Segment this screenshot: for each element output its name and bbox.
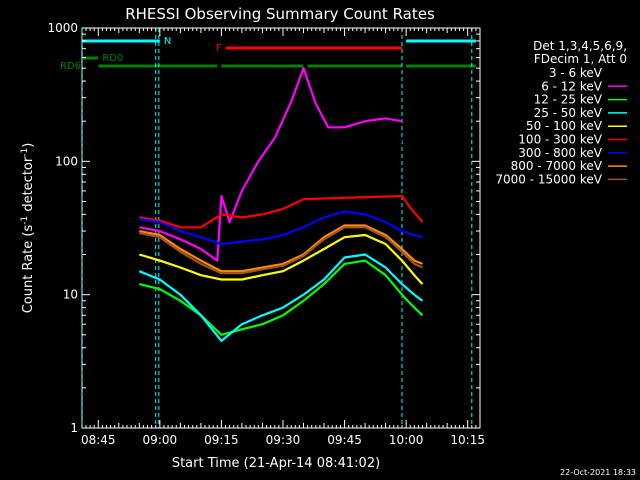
- series-line-100-300-kev: [139, 194, 424, 229]
- flag-label-rd0: RD0: [102, 53, 123, 64]
- time-markers: [81, 28, 473, 428]
- x-axis: 08:45 09:00 09:15 09:30 09:45 10:00 10:15: [81, 28, 485, 447]
- x-tick-label: 09:45: [327, 433, 362, 447]
- series-line-25-50-kev: [138, 253, 424, 342]
- x-tick-label: 09:15: [204, 433, 239, 447]
- legend: Det 1,3,4,5,6,9, FDecim 1, Att 0 3 - 6 k…: [495, 39, 627, 186]
- x-tick-label: 10:00: [389, 433, 424, 447]
- y-tick-label: 1000: [47, 21, 78, 35]
- y-axis: 1 10 100 1000: [47, 21, 480, 435]
- series-line-800-7000-kev: [139, 224, 423, 273]
- y-tick-label: 1: [70, 421, 78, 435]
- x-tick-label: 09:30: [266, 433, 301, 447]
- y-tick-label: 10: [63, 288, 78, 302]
- legend-entry-label: 25 - 50 keV: [534, 106, 603, 120]
- x-axis-label: Start Time (21-Apr-14 08:41:02): [172, 456, 380, 471]
- series-line-6-12-kev: [139, 66, 403, 262]
- series-line-7000-15000-kev: [139, 226, 423, 275]
- flag-label-rd6: RD6: [60, 61, 81, 72]
- legend-entry-label: 50 - 100 keV: [526, 119, 603, 133]
- legend-entry-label: 12 - 25 keV: [534, 93, 603, 107]
- series-line-12-25-kev: [139, 259, 424, 336]
- legend-header-line-2: FDecim 1, Att 0: [534, 52, 627, 66]
- legend-header-line-1: Det 1,3,4,5,6,9,: [533, 39, 627, 53]
- legend-entry-label: 800 - 7000 keV: [511, 159, 603, 173]
- series-lines: [138, 66, 424, 342]
- y-axis-label: Count Rate (s-1 detector-1): [20, 143, 36, 314]
- chart-title: RHESSI Observing Summary Count Rates: [125, 5, 435, 23]
- x-tick-label: 10:15: [450, 433, 485, 447]
- x-tick-label: 09:00: [143, 433, 178, 447]
- flag-bars: N F RD0 RD6: [60, 36, 476, 72]
- series-line-50-100-kev: [138, 233, 424, 285]
- series-line-300-800-kev: [139, 210, 423, 246]
- x-tick-label: 08:45: [81, 433, 116, 447]
- legend-entry-label: 3 - 6 keV: [549, 66, 603, 80]
- legend-entry-label: 300 - 800 keV: [518, 146, 602, 160]
- y-tick-label: 100: [55, 154, 78, 168]
- series-line-3-6-kev: [139, 111, 403, 229]
- legend-entry-label: 6 - 12 keV: [541, 79, 603, 93]
- legend-entry-label: 7000 - 15000 keV: [495, 172, 602, 186]
- flag-label-f: F: [216, 43, 222, 54]
- flag-label-n: N: [164, 36, 171, 47]
- legend-entry-label: 100 - 300 keV: [518, 133, 602, 147]
- date-stamp: 22-Oct-2021 18:33: [560, 468, 636, 477]
